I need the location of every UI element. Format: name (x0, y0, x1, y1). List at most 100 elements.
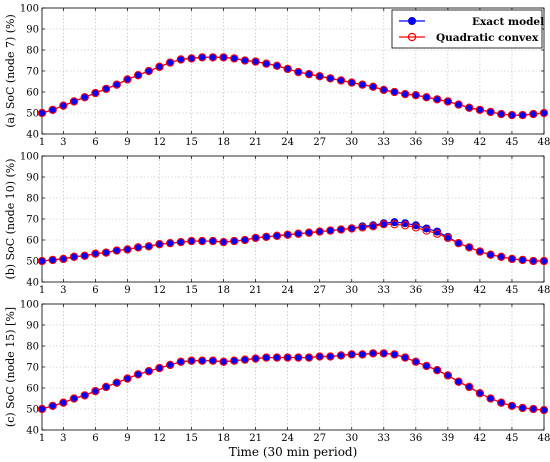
series-1-point (336, 76, 346, 85)
y-tick-label: 80 (26, 194, 39, 205)
series-1-point (219, 53, 228, 62)
series-1-point (240, 355, 250, 364)
x-tick-label: 45 (506, 433, 519, 444)
series-1-point (262, 232, 271, 241)
x-tick-label: 48 (538, 137, 550, 148)
x-tick-label: 45 (506, 137, 519, 148)
series-1-point (347, 78, 356, 87)
plot-frame (41, 303, 545, 431)
series-1-point (91, 249, 100, 258)
y-axis-label: (a) SoC (node 7) (%) (4, 14, 17, 128)
series-line-0 (41, 221, 544, 262)
y-tick-label: 90 (26, 173, 39, 184)
series-1-point (486, 107, 495, 117)
series-1-point (400, 89, 410, 99)
series-1-point (529, 404, 538, 414)
series-1-point (133, 370, 143, 379)
x-tick-label: 6 (92, 137, 98, 148)
y-tick-label: 100 (20, 152, 39, 163)
x-tick-label: 18 (217, 137, 230, 148)
series-1-point (368, 349, 378, 358)
series-1-point (497, 398, 506, 407)
series-1-point (166, 238, 175, 248)
series-1-point (326, 74, 335, 83)
series-1-point (336, 225, 346, 234)
legend: Exact model Quadratic convex (391, 9, 544, 49)
series-1-point (379, 85, 388, 95)
series-1-point (123, 245, 132, 254)
x-tick-label: 36 (409, 285, 422, 296)
series-1-point (101, 382, 111, 392)
x-tick-label: 33 (377, 433, 390, 444)
series-1-point (336, 351, 346, 360)
y-tick-label: 70 (26, 215, 39, 226)
y-tick-label: 60 (26, 88, 39, 99)
series-1-point (422, 361, 431, 371)
x-tick-label: 42 (474, 433, 487, 444)
x-tick-label: 24 (281, 285, 294, 296)
series-1-point (433, 229, 442, 238)
series-1-point (208, 236, 218, 246)
series-1-point (294, 229, 303, 238)
series-1-point (37, 108, 47, 118)
series-1-point (219, 237, 228, 247)
y-tick-label: 40 (26, 426, 39, 437)
series-1-point (112, 246, 121, 255)
x-tick-label: 33 (377, 137, 390, 148)
y-tick-label: 100 (20, 4, 39, 15)
series-1-point (123, 75, 132, 84)
x-tick-label: 18 (217, 433, 230, 444)
series-1-point (166, 58, 175, 67)
series-1-point (48, 401, 57, 410)
series-1-point (529, 109, 538, 119)
x-tick-label: 15 (185, 137, 198, 148)
series-1-point (507, 254, 517, 264)
x-tick-label: 27 (313, 285, 326, 296)
series-1-point (133, 243, 143, 252)
series-1-point (315, 227, 324, 236)
x-tick-label: 12 (153, 285, 166, 296)
series-1-point (219, 357, 228, 366)
series-1-point (123, 374, 132, 383)
series-1-point (390, 87, 399, 97)
series-1-point (443, 97, 453, 106)
series-1-point (379, 349, 388, 358)
y-tick-label: 40 (26, 130, 39, 141)
series-1-point (358, 350, 367, 359)
series-1-point (518, 255, 527, 265)
y-tick-label: 80 (26, 46, 39, 57)
series-1-point (144, 367, 153, 376)
series-1-point (69, 252, 79, 261)
series-1-point (433, 95, 442, 104)
x-tick-label: 15 (185, 433, 198, 444)
x-tick-label: 6 (92, 285, 98, 296)
series-1-point (283, 353, 292, 362)
series-1-point (390, 350, 399, 359)
series-1-point (400, 353, 410, 362)
series-1-point (283, 64, 292, 74)
x-tick-label: 30 (345, 285, 358, 296)
x-tick-label: 12 (153, 137, 166, 148)
x-tick-label: 36 (409, 433, 422, 444)
series-1-point (240, 56, 250, 65)
series-1-point (529, 256, 538, 266)
series-1-point (187, 54, 196, 63)
series-1-point (454, 377, 463, 386)
x-axis-label: Time (30 min period) (229, 445, 358, 459)
x-tick-label: 15 (185, 285, 198, 296)
series-1-point (304, 70, 314, 79)
series-1-point (507, 110, 517, 120)
series-1-point (326, 226, 335, 235)
x-tick-label: 9 (124, 137, 130, 148)
series-1-point (176, 237, 186, 247)
x-tick-label: 21 (249, 433, 262, 444)
x-tick-label: 24 (281, 433, 294, 444)
x-tick-label: 48 (538, 433, 550, 444)
series-1-point (272, 231, 282, 240)
series-1-point (101, 248, 111, 257)
x-tick-label: 30 (345, 433, 358, 444)
x-tick-label: 48 (538, 285, 550, 296)
series-1-point (80, 251, 89, 260)
series-1-point (272, 61, 282, 70)
